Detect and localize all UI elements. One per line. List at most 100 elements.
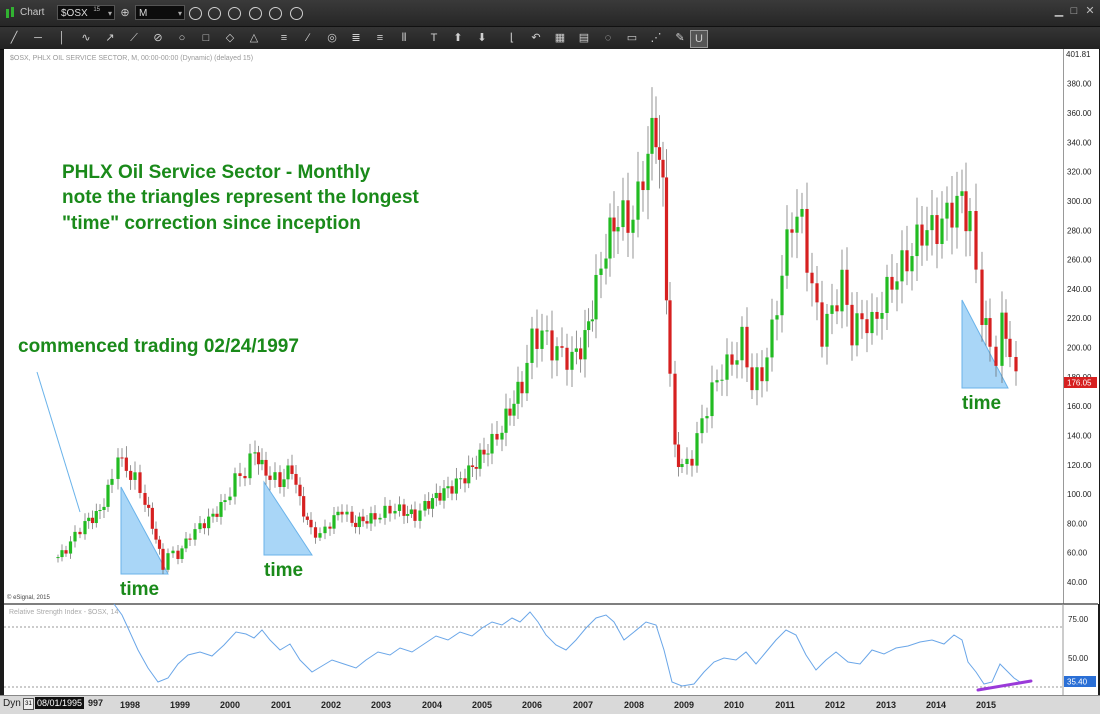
candle-up xyxy=(880,312,884,319)
interval-value: M xyxy=(139,8,148,19)
price-tick-label: 120.00 xyxy=(1067,461,1092,470)
candle-down xyxy=(157,539,162,549)
drawing-tool-icon[interactable]: ⊘ xyxy=(153,32,163,44)
drawing-tool-icon[interactable]: ◇ xyxy=(225,32,235,44)
candle-down xyxy=(560,346,564,348)
drawing-tool-icon[interactable]: ∕ xyxy=(307,32,309,44)
price-tick-label: 280.00 xyxy=(1067,226,1092,235)
link-icon[interactable]: ⊕ xyxy=(120,7,130,19)
candlesticks xyxy=(56,87,1018,575)
drawing-tool-icon[interactable]: ∿ xyxy=(81,32,91,44)
chevron-down-icon[interactable]: ▾ xyxy=(107,9,112,18)
candle-up xyxy=(219,502,223,517)
candle-down xyxy=(673,373,677,445)
candle-down xyxy=(810,272,814,284)
commenced-label: commenced trading 02/24/1997 xyxy=(18,336,299,357)
close-icon[interactable]: ✕ xyxy=(1085,5,1095,17)
status-mode[interactable]: Dyn xyxy=(3,698,21,709)
alert-icon[interactable] xyxy=(269,7,282,20)
drawing-tool-icon[interactable]: ≡ xyxy=(376,32,384,44)
year-tick-label: 2007 xyxy=(572,700,594,710)
minimize-icon[interactable]: ▁ xyxy=(1054,5,1064,17)
year-tick-label: 2004 xyxy=(421,700,443,710)
candle-up xyxy=(207,516,211,529)
drawing-tool-icon[interactable]: ≣ xyxy=(351,32,361,44)
candle-up xyxy=(409,509,413,515)
drawing-tool-icon[interactable]: ⬇ xyxy=(477,32,487,44)
candle-down xyxy=(302,496,306,517)
candle-up xyxy=(233,473,237,497)
drawing-tool-icon[interactable]: ▦ xyxy=(554,32,566,44)
drawing-tool-icon[interactable]: ○ xyxy=(178,32,186,44)
candle-up xyxy=(486,453,490,455)
candle-down xyxy=(676,444,681,468)
drawing-tool-icon[interactable]: □ xyxy=(202,32,210,44)
annotation-line-2: note the triangles represent the longest xyxy=(62,187,420,208)
tools-icon[interactable] xyxy=(290,7,303,20)
reload-icon[interactable] xyxy=(228,7,241,20)
refresh-icon[interactable] xyxy=(208,7,221,20)
candle-up xyxy=(442,488,446,501)
candle-down xyxy=(550,330,554,361)
drawing-tool-icon[interactable]: ⌊ xyxy=(509,32,515,44)
drawing-tool-icon[interactable]: ↶ xyxy=(531,32,541,44)
title-bar: Chart $OSX 15 ▾ ⊕ M ▾ ▁ □ ✕ xyxy=(0,0,1100,27)
drawing-tool-icon[interactable]: ╱ xyxy=(10,32,18,44)
drawing-tool-icon[interactable]: ▤ xyxy=(578,32,590,44)
candle-up xyxy=(545,330,549,332)
drawing-tool-icon[interactable]: ⫴ xyxy=(401,32,407,44)
drawing-tool-icon[interactable]: ✎ xyxy=(675,32,685,44)
rsi-divergence-line xyxy=(976,679,1033,692)
candle-down xyxy=(920,224,924,246)
drawing-tool-icon[interactable]: ⟋ xyxy=(130,32,138,44)
drawing-tool-icon[interactable]: U xyxy=(690,30,708,48)
drawing-tool-icon[interactable]: │ xyxy=(58,32,66,44)
candle-up xyxy=(446,486,450,489)
candle-up xyxy=(260,459,264,465)
drawing-tool-icon[interactable]: ↗ xyxy=(105,32,115,44)
price-tick-label: 260.00 xyxy=(1067,256,1092,265)
price-axis[interactable] xyxy=(1063,49,1099,604)
chevron-down-icon[interactable]: ▾ xyxy=(177,9,182,18)
drawing-tool-icon[interactable]: ⋰ xyxy=(650,32,662,44)
candle-down xyxy=(520,381,524,394)
candle-up xyxy=(512,403,516,416)
candle-down xyxy=(313,527,318,538)
candle-down xyxy=(463,478,467,484)
calendar-icon[interactable]: 31 xyxy=(23,698,34,710)
chart-area[interactable] xyxy=(4,49,1098,699)
candle-down xyxy=(508,408,512,416)
candle-up xyxy=(94,511,98,524)
drawing-tool-icon[interactable]: T xyxy=(430,32,438,44)
drawing-tool-icon[interactable]: ◎ xyxy=(327,32,337,44)
drawing-tool-icon[interactable]: ▭ xyxy=(626,32,638,44)
drawing-tool-icon[interactable]: ◌ xyxy=(604,32,612,44)
candle-down xyxy=(413,509,417,521)
drawing-tool-icon[interactable]: ⬆ xyxy=(453,32,463,44)
candle-down xyxy=(264,459,268,476)
candle-down xyxy=(202,523,206,529)
candle-down xyxy=(294,473,298,485)
symbol-input[interactable]: $OSX 15 ▾ xyxy=(57,5,115,20)
year-tick-label: 2008 xyxy=(623,700,645,710)
candle-up xyxy=(945,202,949,219)
candle-up xyxy=(478,449,482,469)
play-icon[interactable] xyxy=(249,7,262,20)
candle-up xyxy=(830,305,834,314)
candle-up xyxy=(840,269,844,312)
time-triangle-2015 xyxy=(961,299,1009,389)
drawing-tool-icon[interactable]: ≡ xyxy=(280,32,288,44)
candle-down xyxy=(988,318,992,347)
interval-select[interactable]: M ▾ xyxy=(135,5,185,20)
candle-up xyxy=(925,230,929,246)
drawing-tool-icon[interactable]: △ xyxy=(249,32,259,44)
candle-up xyxy=(106,484,110,507)
status-date[interactable]: 08/01/1995 xyxy=(35,697,85,709)
candle-up xyxy=(393,510,397,514)
draw-tool-icon[interactable] xyxy=(189,7,202,20)
maximize-icon[interactable]: □ xyxy=(1070,5,1078,17)
drawing-tool-icon[interactable]: ─ xyxy=(34,32,42,44)
candle-down xyxy=(1014,356,1018,372)
candle-up xyxy=(500,432,504,440)
candle-down xyxy=(161,548,165,570)
